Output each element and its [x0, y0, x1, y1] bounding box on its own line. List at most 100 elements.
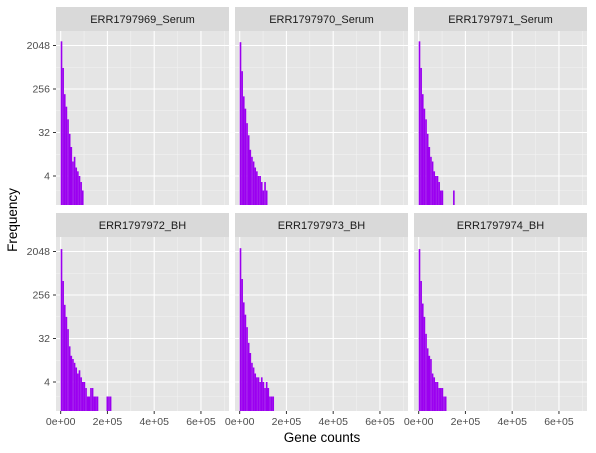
histogram-bar: [67, 329, 69, 411]
histogram-bar: [251, 156, 253, 205]
histogram-bar: [252, 161, 255, 205]
x-tick-label: 6e+05: [544, 416, 574, 428]
histogram-bar: [60, 41, 63, 205]
histogram-bar: [439, 190, 442, 205]
histogram-bar: [433, 377, 436, 411]
histogram-bar: [438, 388, 440, 411]
y-tick-label: 32: [38, 127, 50, 139]
histogram-bar: [244, 108, 247, 205]
histogram-bar: [72, 359, 74, 411]
histogram-bar: [77, 373, 79, 411]
x-tick-label: 0e+00: [404, 416, 434, 428]
histogram-bar: [254, 373, 257, 411]
histogram-bar: [72, 161, 74, 205]
histogram-bar: [249, 149, 252, 205]
panel-background: [56, 31, 229, 205]
histogram-bar: [444, 396, 447, 411]
histogram-bar: [433, 171, 436, 205]
facet-panel: ERR1797969_Serum: [56, 7, 229, 206]
histogram-bar: [249, 353, 252, 411]
histogram-bar: [425, 333, 427, 411]
x-axis-title: Gene counts: [284, 430, 361, 445]
y-axis-title: Frequency: [5, 188, 20, 252]
histogram-bar: [85, 388, 87, 411]
facet-strip-label: ERR1797972_BH: [99, 220, 187, 232]
y-tick-label: 2048: [27, 40, 51, 52]
y-tick-label: 256: [32, 84, 50, 96]
x-tick-label: 4e+05: [318, 416, 348, 428]
facet-strip-label: ERR1797970_Serum: [269, 14, 374, 26]
histogram-bar: [239, 248, 242, 411]
histogram-bar: [239, 42, 242, 205]
histogram-bar: [63, 304, 66, 411]
histogram-bar: [262, 190, 265, 205]
facet-strip-label: ERR1797973_BH: [278, 220, 366, 232]
facet-panel: ERR1797973_BH: [235, 213, 408, 411]
histogram-bar: [80, 377, 82, 411]
histogram-bar: [242, 96, 245, 205]
y-tick-label: 32: [38, 333, 50, 345]
facet-strip-label: ERR1797969_Serum: [90, 14, 195, 26]
x-tick-label: 6e+05: [365, 416, 395, 428]
histogram-bar: [247, 342, 250, 411]
histogram-bar: [91, 388, 94, 411]
histogram-bar: [265, 190, 268, 205]
histogram-bar: [63, 94, 66, 205]
histogram-bar: [88, 396, 91, 411]
histogram-bar: [62, 67, 64, 206]
histogram-bar: [257, 377, 260, 411]
histogram-bar: [86, 396, 89, 411]
facet-strip: [235, 213, 408, 237]
facet-strip: [56, 213, 229, 237]
histogram-bar: [73, 362, 76, 411]
histogram-bar: [96, 396, 99, 411]
histogram-bar: [93, 396, 96, 411]
histogram-bar: [108, 396, 110, 411]
histogram-bar: [75, 167, 78, 205]
histogram-bar: [426, 348, 429, 411]
histogram-bar: [418, 41, 421, 205]
histogram-bar: [443, 396, 445, 411]
histogram-bar: [68, 346, 71, 411]
histogram-bar: [420, 67, 422, 206]
histogram-bar: [428, 147, 431, 205]
histogram-bar: [423, 108, 426, 205]
histogram-bar: [260, 182, 263, 205]
facet-panel: ERR1797971_Serum: [414, 7, 587, 206]
x-tick-label: 2e+05: [451, 416, 481, 428]
histogram-bar: [81, 382, 84, 411]
histogram-bar: [90, 388, 92, 411]
y-tick-label: 4: [44, 377, 50, 389]
histogram-bar: [246, 327, 248, 411]
x-tick-label: 4e+05: [139, 416, 169, 428]
histogram-bar: [435, 382, 437, 411]
y-tick-label: 256: [32, 290, 50, 302]
histogram-bar: [439, 388, 442, 411]
histogram-bar: [264, 182, 266, 205]
histogram-bar: [251, 362, 253, 411]
facet-strip: [414, 7, 587, 31]
histogram-bar: [65, 106, 68, 205]
x-tick-label: 4e+05: [497, 416, 527, 428]
facet-strip: [414, 213, 587, 237]
histogram-bar: [425, 119, 427, 205]
histogram-bar: [65, 316, 68, 411]
histogram-bar: [430, 156, 432, 205]
histogram-bar: [420, 280, 422, 411]
panel-background: [414, 237, 587, 411]
facet-panel: ERR1797972_BH: [56, 213, 229, 411]
histogram-bar: [421, 94, 424, 205]
x-tick-label: 0e+00: [225, 416, 255, 428]
histogram-bar: [247, 135, 250, 205]
histogram-bar: [272, 396, 275, 411]
histogram-bar: [78, 370, 81, 411]
histogram-bar: [267, 388, 270, 411]
histogram-bar: [435, 176, 437, 205]
histogram-bar: [436, 176, 439, 205]
histogram-bar: [241, 71, 243, 205]
histogram-bar: [67, 119, 69, 205]
histogram-bar: [252, 367, 255, 411]
facet-strip: [56, 7, 229, 31]
histogram-bar: [254, 167, 257, 205]
x-tick-label: 6e+05: [186, 416, 216, 428]
